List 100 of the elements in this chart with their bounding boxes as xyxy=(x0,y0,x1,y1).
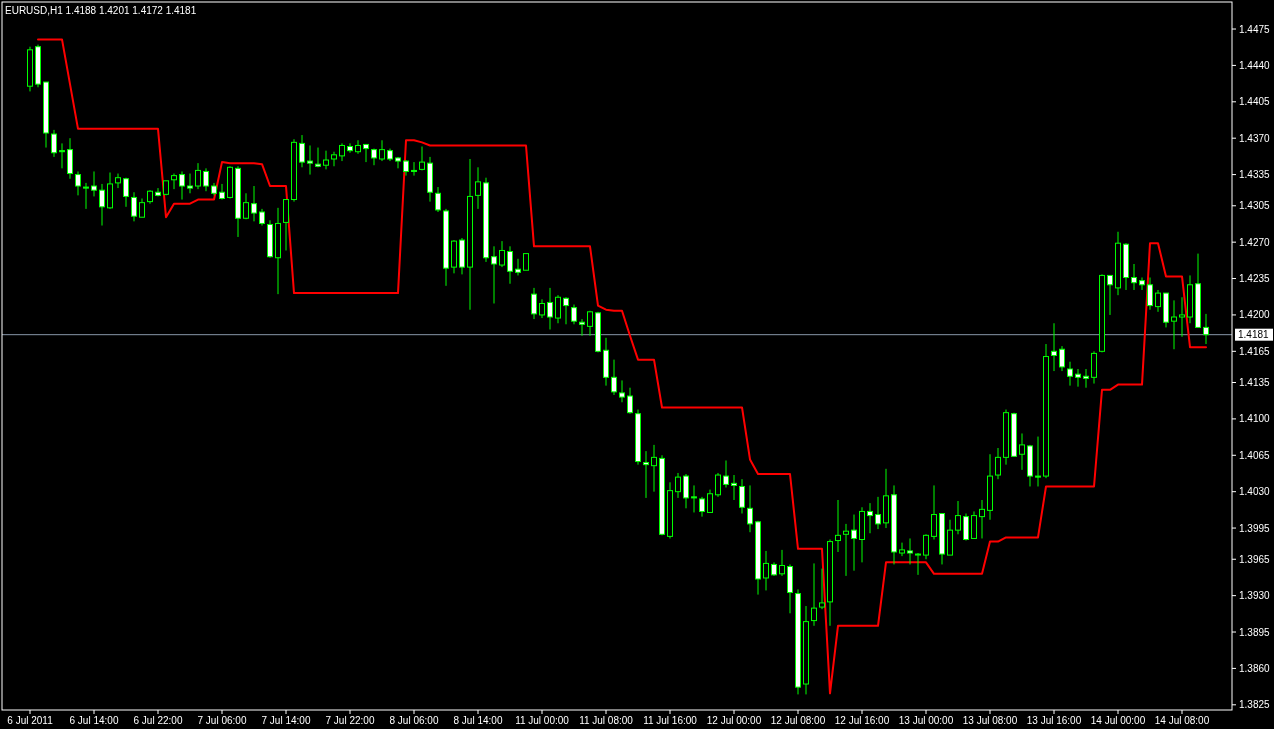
candlestick xyxy=(1203,313,1209,345)
candlestick xyxy=(1179,296,1185,338)
candlestick xyxy=(243,192,249,220)
candlestick xyxy=(499,240,505,268)
y-tick-label: 1.4305 xyxy=(1239,200,1271,212)
candlestick xyxy=(363,143,369,163)
y-tick-label: 1.3995 xyxy=(1239,522,1271,534)
candlestick xyxy=(875,496,881,530)
x-tick-label: 7 Jul 06:00 xyxy=(197,715,247,726)
candlestick xyxy=(1171,299,1177,350)
x-tick-label: 7 Jul 22:00 xyxy=(325,715,375,726)
candlestick xyxy=(963,513,969,542)
candlestick xyxy=(675,472,681,499)
candlestick xyxy=(411,161,417,177)
candlestick xyxy=(747,484,753,533)
candlestick xyxy=(907,537,913,565)
candlestick xyxy=(571,304,577,325)
candlestick xyxy=(779,549,785,577)
candlestick xyxy=(1091,350,1097,385)
y-tick-label: 1.4235 xyxy=(1239,273,1271,285)
candlestick xyxy=(251,185,257,222)
candlestick xyxy=(1035,436,1041,487)
candlestick xyxy=(515,258,521,276)
candlestick xyxy=(851,514,857,572)
candlestick xyxy=(1067,361,1073,387)
candlestick xyxy=(835,499,841,553)
candlestick xyxy=(83,182,89,210)
x-tick-label: 6 Jul 22:00 xyxy=(133,715,183,726)
candlestick xyxy=(435,186,441,213)
candlestick xyxy=(1107,274,1113,316)
line-series xyxy=(37,38,1207,695)
x-tick-label: 13 Jul 08:00 xyxy=(962,715,1018,726)
candlestick xyxy=(723,459,729,489)
candlestick xyxy=(547,287,553,330)
candlestick xyxy=(283,199,289,251)
candlestick xyxy=(955,500,961,535)
candlestick xyxy=(699,496,705,518)
y-tick-label: 1.4475 xyxy=(1239,23,1271,35)
candlestick xyxy=(683,473,689,509)
candlestick xyxy=(307,144,313,176)
candlestick xyxy=(323,150,329,170)
y-tick-label: 1.4100 xyxy=(1239,413,1271,425)
candlestick xyxy=(1139,277,1145,291)
x-tick-label: 11 Jul 16:00 xyxy=(643,715,698,726)
x-tick-label: 12 Jul 16:00 xyxy=(834,715,890,726)
x-tick-label: 12 Jul 00:00 xyxy=(706,715,762,726)
candlestick xyxy=(195,162,201,190)
candlestick xyxy=(1019,432,1025,471)
x-tick-label: 11 Jul 08:00 xyxy=(579,715,634,726)
candlestick xyxy=(99,183,105,227)
candlestick xyxy=(715,472,721,498)
candlestick xyxy=(707,489,713,513)
candlestick xyxy=(819,568,825,610)
y-tick-label: 1.4200 xyxy=(1239,309,1271,321)
candlestick xyxy=(1059,345,1065,372)
y-tick-label: 1.3965 xyxy=(1239,553,1271,565)
x-tick-label: 13 Jul 00:00 xyxy=(898,715,954,726)
candlestick xyxy=(915,552,921,576)
candlestick xyxy=(355,139,361,155)
candlestick xyxy=(611,359,617,396)
candlestick xyxy=(811,562,817,627)
candlestick xyxy=(219,183,225,201)
candlestick xyxy=(1155,289,1161,313)
candlestick xyxy=(1075,368,1081,388)
x-tick-label: 11 Jul 00:00 xyxy=(515,715,570,726)
x-tick-label: 14 Jul 08:00 xyxy=(1154,715,1210,726)
candlestick xyxy=(155,187,161,197)
y-tick-label: 1.3930 xyxy=(1239,590,1271,602)
x-tick-label: 14 Jul 00:00 xyxy=(1090,715,1146,726)
candlestick xyxy=(539,298,545,319)
candlestick xyxy=(931,484,937,540)
candlestick xyxy=(691,484,697,513)
candlestick xyxy=(491,245,497,304)
y-tick-label: 1.4270 xyxy=(1239,236,1271,248)
candlestick xyxy=(1131,263,1137,291)
candlestick xyxy=(619,379,625,403)
candlestick xyxy=(555,294,561,324)
candlestick xyxy=(475,166,481,210)
candlestick xyxy=(75,170,81,196)
candlestick xyxy=(59,142,65,169)
x-tick-label: 13 Jul 16:00 xyxy=(1026,715,1082,726)
candlestick xyxy=(179,170,185,201)
x-tick-label: 6 Jul 14:00 xyxy=(69,715,119,726)
candlestick xyxy=(739,478,745,515)
candlestick xyxy=(587,310,593,337)
candlestick xyxy=(395,156,401,169)
candlestick xyxy=(1083,368,1089,389)
candlestick xyxy=(123,177,129,208)
candlestick xyxy=(131,191,137,222)
candlestick xyxy=(67,137,73,180)
candlestick xyxy=(1051,322,1057,372)
x-tick-label: 8 Jul 14:00 xyxy=(453,715,503,726)
candlestick xyxy=(899,542,905,557)
candlestick xyxy=(139,197,145,218)
y-tick-label: 1.3860 xyxy=(1239,662,1271,674)
y-tick-label: 1.4065 xyxy=(1239,449,1271,461)
y-tick-label: 1.4165 xyxy=(1239,345,1271,357)
y-tick-label: 1.4030 xyxy=(1239,486,1271,498)
candlestick xyxy=(347,142,353,154)
candlestick xyxy=(107,172,113,210)
